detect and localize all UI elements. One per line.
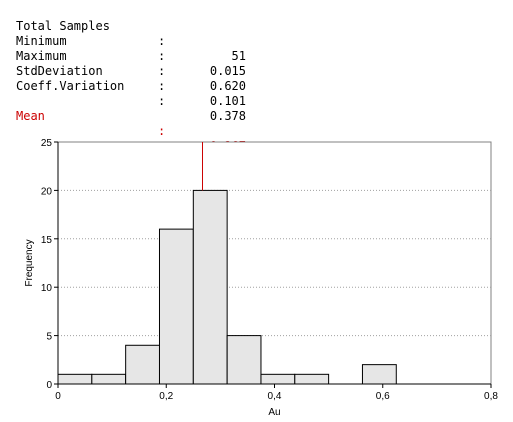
histogram-bar xyxy=(91,373,127,385)
histogram-bar xyxy=(158,228,194,385)
stat-colon: : xyxy=(158,49,166,63)
stat-label: Mean xyxy=(16,109,45,123)
stat-value: 0.015 xyxy=(209,64,246,78)
stat-total-samples: Total Samples : 51 xyxy=(16,4,246,63)
stat-std-deviation: StdDeviation : 0.101 xyxy=(16,49,246,108)
stat-colon: : xyxy=(158,64,166,78)
histogram-bar xyxy=(192,189,228,385)
histogram-bar xyxy=(57,373,93,385)
stat-minimum: Minimum : 0.015 xyxy=(16,19,246,78)
stat-value: 0.378 xyxy=(209,109,246,123)
stat-value: 0.101 xyxy=(209,94,246,108)
x-tick-label: 0,6 xyxy=(376,391,390,402)
histogram-bar xyxy=(361,364,397,385)
stat-colon: : xyxy=(158,79,166,93)
y-tick-label: 5 xyxy=(46,332,52,343)
stat-colon: : xyxy=(158,34,166,48)
x-tick-label: 0 xyxy=(55,391,61,402)
histogram-bar xyxy=(294,373,330,385)
x-tick-label: 0,8 xyxy=(484,391,498,402)
stat-coeff-variation: Coeff.Variation : 0.378 xyxy=(16,64,246,123)
stat-value: 0.620 xyxy=(209,79,246,93)
stat-colon: : xyxy=(158,94,166,108)
y-tick-label: 15 xyxy=(41,235,53,246)
y-tick-label: 25 xyxy=(41,138,53,149)
histogram-bar xyxy=(125,344,160,385)
stat-value: 51 xyxy=(231,49,246,63)
histogram-bar xyxy=(226,335,262,385)
stat-colon: : xyxy=(158,124,166,138)
y-tick-label: 10 xyxy=(41,283,53,294)
x-axis-title: Au xyxy=(268,407,280,418)
stat-label: Maximum xyxy=(16,49,67,63)
stat-label: Minimum xyxy=(16,34,67,48)
y-tick-label: 20 xyxy=(41,186,53,197)
plot-area xyxy=(57,141,492,385)
y-tick-label: 0 xyxy=(46,380,52,391)
histogram-bar xyxy=(260,373,296,385)
stat-label: Coeff.Variation xyxy=(16,79,125,93)
stat-maximum: Maximum : 0.620 xyxy=(16,34,246,93)
stat-label: Total Samples xyxy=(16,19,110,33)
stat-label: StdDeviation xyxy=(16,64,103,78)
x-tick-label: 0,2 xyxy=(159,391,173,402)
y-axis-title: Frequency xyxy=(24,239,35,286)
x-tick-label: 0,4 xyxy=(268,391,282,402)
